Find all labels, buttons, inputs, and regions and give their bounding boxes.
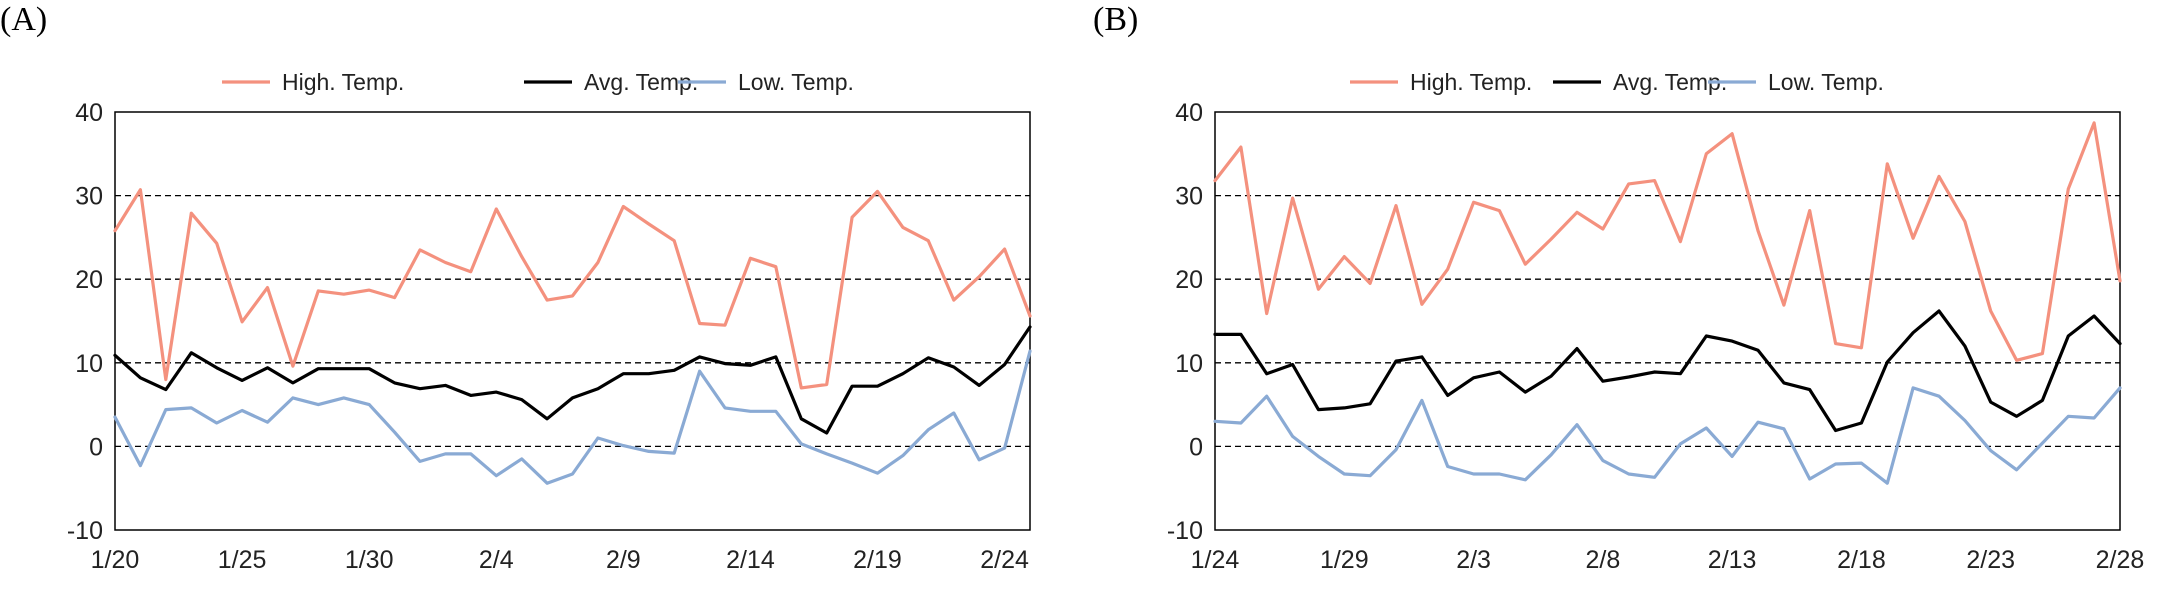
series-line-avg	[113, 325, 1032, 435]
y-tick-label: 40	[75, 99, 103, 127]
series-line-high	[113, 188, 1032, 390]
y-tick-label: 10	[1175, 350, 1203, 378]
y-tick-label: -10	[1167, 517, 1203, 545]
x-tick-label: 2/8	[1585, 546, 1620, 574]
x-tick-label: 2/23	[1966, 546, 2015, 574]
x-tick-label: 1/29	[1320, 546, 1369, 574]
chart-panel-a: (A)High. Temp. Avg. Temp. Low. Temp.403020…	[0, 1, 1032, 574]
y-tick-label: 40	[1175, 99, 1203, 127]
x-tick-label: 2/4	[479, 546, 514, 574]
y-tick-label: 30	[75, 183, 103, 211]
y-tick-label: 10	[75, 350, 103, 378]
x-tick-label: 2/19	[853, 546, 902, 574]
chart-panel-b: (B)High. Temp. Avg. Temp. Low. Temp.403020…	[1093, 1, 2144, 574]
x-tick-label: 2/3	[1456, 546, 1491, 574]
x-tick-label: 2/18	[1837, 546, 1886, 574]
series-line-avg	[1213, 309, 2122, 433]
plot-area	[1214, 111, 2121, 531]
y-tick-label: 30	[1175, 183, 1203, 211]
x-tick-label: 1/30	[345, 546, 394, 574]
x-tick-label: 1/24	[1191, 546, 1240, 574]
series-line-high	[1213, 121, 2122, 362]
x-tick-label: 2/28	[2096, 546, 2145, 574]
y-tick-label: 0	[1189, 433, 1203, 461]
series-line-low	[1213, 386, 2122, 485]
panel-label: (A)	[0, 1, 47, 38]
x-tick-label: 2/13	[1708, 546, 1757, 574]
x-tick-label: 2/14	[726, 546, 775, 574]
y-tick-label: 20	[75, 266, 103, 294]
x-tick-label: 1/20	[91, 546, 140, 574]
x-tick-label: 1/25	[218, 546, 267, 574]
x-tick-label: 2/24	[980, 546, 1029, 574]
plot-area	[114, 111, 1031, 531]
series-line-low	[113, 349, 1032, 485]
panel-label: (B)	[1093, 1, 1138, 38]
y-tick-label: -10	[67, 517, 103, 545]
legend-entry: Low. Temp.	[1768, 69, 1884, 95]
y-tick-label: 20	[1175, 266, 1203, 294]
y-tick-label: 0	[89, 433, 103, 461]
legend-entry: High. Temp.	[1410, 69, 1532, 95]
x-tick-label: 2/9	[606, 546, 641, 574]
legend-entry: High. Temp.	[282, 69, 404, 95]
legend-entry: Low. Temp.	[738, 69, 854, 95]
